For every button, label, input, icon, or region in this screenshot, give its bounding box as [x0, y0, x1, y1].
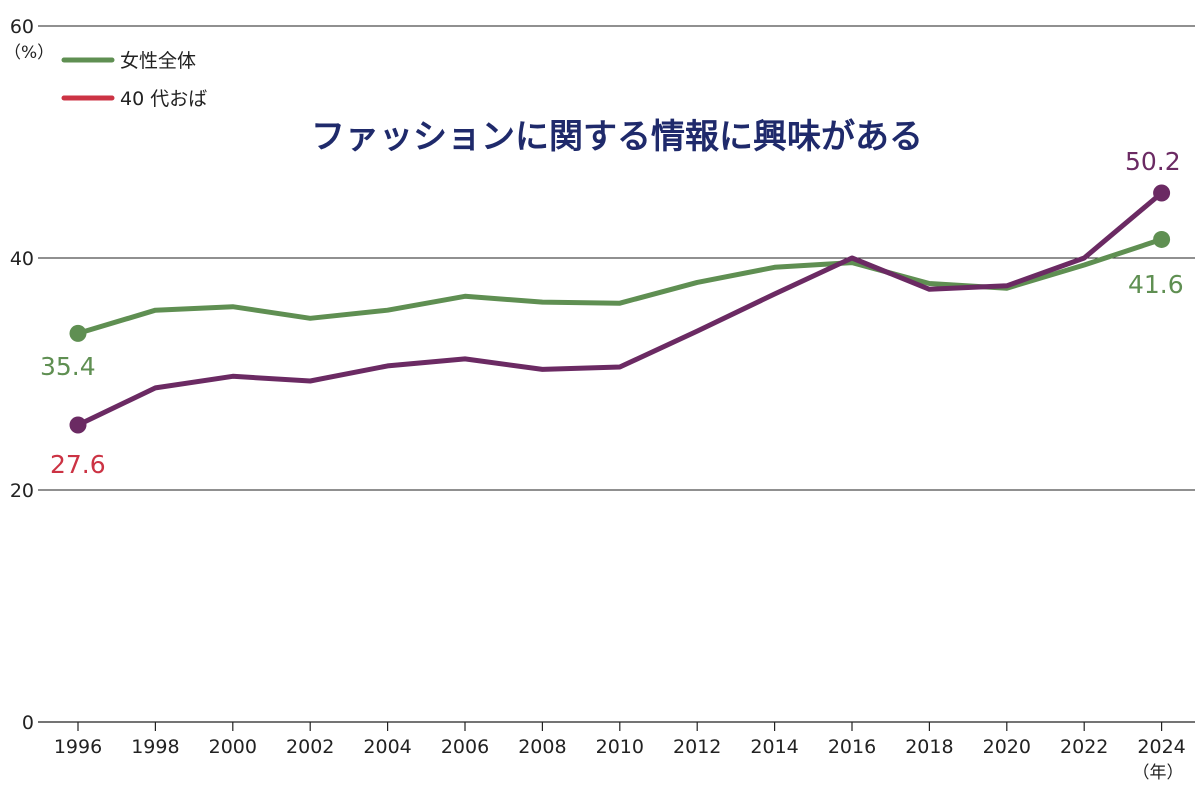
y-tick-label: 20	[10, 480, 34, 502]
y-tick-label: 40	[10, 248, 34, 270]
legend-label-series2: 40 代おば	[120, 88, 207, 110]
label-series2-end: 50.2	[1125, 147, 1181, 176]
x-tick-label: 2014	[750, 736, 798, 758]
series-1-start-point	[69, 324, 87, 342]
series-2-start-point	[69, 416, 87, 434]
y-tick-label: 60	[10, 16, 34, 38]
chart-title: ファッションに関する情報に興味がある	[311, 117, 923, 157]
x-tick-label: 2002	[286, 736, 334, 758]
x-tick-label: 2016	[828, 736, 876, 758]
label-series1-end: 41.6	[1128, 270, 1184, 299]
x-axis: （年） 1996 1998 2000 2002 2004 2006 2008 2010 2012…	[54, 722, 1186, 783]
x-unit-label: （年）	[1133, 763, 1184, 783]
y-tick-label: 0	[22, 712, 34, 734]
label-series1-start: 35.4	[40, 352, 96, 381]
y-unit-label: （%）	[4, 43, 54, 63]
grid	[38, 25, 1195, 723]
x-tick-label: 2022	[1060, 736, 1108, 758]
x-tick-label: 2024	[1137, 736, 1185, 758]
x-tick-label: 2004	[363, 736, 411, 758]
series-layer	[69, 184, 1171, 434]
x-tick-label: 1996	[54, 736, 102, 758]
x-tick-label: 2010	[596, 736, 644, 758]
x-tick-label: 2020	[983, 736, 1031, 758]
legend: 女性全体 40 代おば	[61, 50, 207, 110]
x-tick-label: 2012	[673, 736, 721, 758]
series-1-end-point	[1153, 230, 1171, 248]
series-line-2	[75, 190, 1165, 428]
legend-label-series1: 女性全体	[120, 50, 196, 72]
label-series2-start: 27.6	[50, 450, 106, 479]
data-labels: 35.4 27.6 50.2 41.6	[40, 147, 1184, 479]
x-tick-label: 2006	[441, 736, 489, 758]
x-tick-label: 2008	[518, 736, 566, 758]
x-tick-label: 2000	[209, 736, 257, 758]
x-tick-label: 2018	[905, 736, 953, 758]
x-tick-label: 1998	[131, 736, 179, 758]
series-2-end-point	[1153, 184, 1171, 202]
y-axis: 0 20 40 60 （%）	[4, 16, 54, 734]
